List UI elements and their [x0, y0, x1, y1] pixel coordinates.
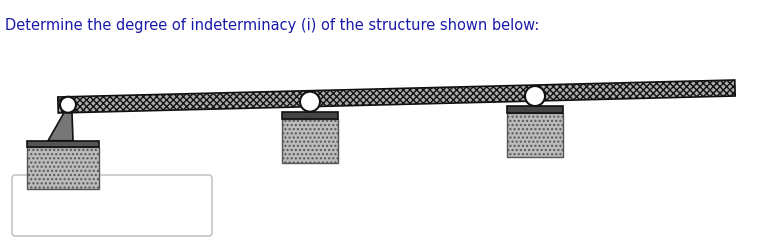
Bar [507, 113, 563, 157]
Bar [27, 147, 99, 189]
Bar [27, 141, 99, 147]
Circle shape [60, 97, 76, 113]
Bar [282, 112, 338, 119]
Polygon shape [48, 113, 73, 141]
FancyBboxPatch shape [12, 175, 212, 236]
Circle shape [300, 92, 320, 112]
Bar [282, 119, 338, 163]
Polygon shape [58, 80, 735, 113]
Bar [507, 106, 563, 113]
Text: Determine the degree of indeterminacy (i) of the structure shown below:: Determine the degree of indeterminacy (i… [5, 18, 540, 33]
Circle shape [525, 86, 545, 106]
